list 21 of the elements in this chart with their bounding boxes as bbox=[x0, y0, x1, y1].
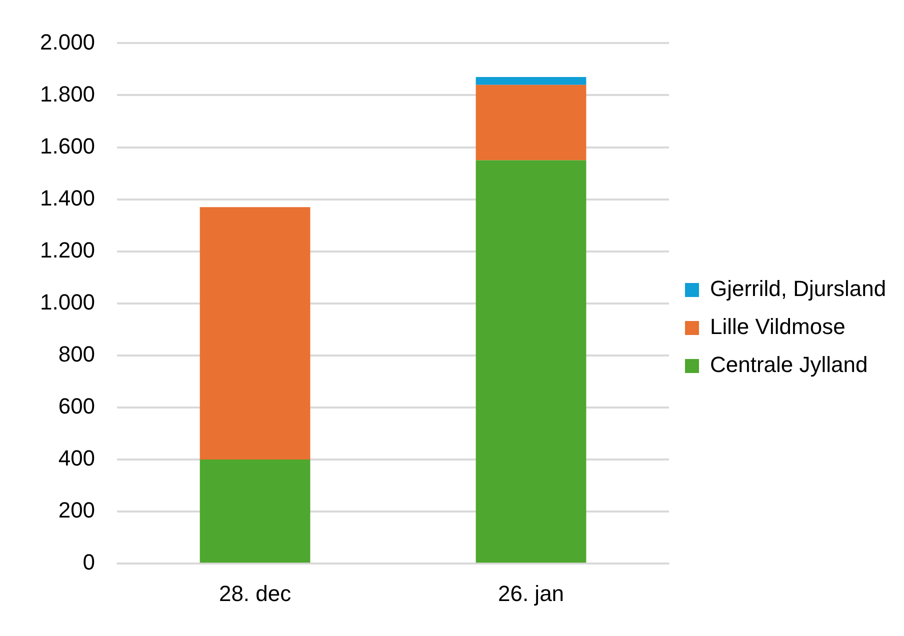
y-tick-label: 1.400 bbox=[40, 185, 96, 210]
y-tick-label: 2.000 bbox=[40, 29, 96, 54]
y-tick-label: 800 bbox=[58, 342, 96, 367]
y-tick-label: 1.800 bbox=[40, 81, 96, 106]
bar bbox=[200, 460, 310, 563]
y-tick-label: 400 bbox=[58, 446, 96, 471]
bar bbox=[476, 160, 586, 563]
bar bbox=[200, 207, 310, 460]
legend-label: Centrale Jylland bbox=[710, 352, 868, 378]
x-tick-label: 28. dec bbox=[218, 580, 292, 606]
y-tick-label: 0 bbox=[82, 550, 96, 575]
bar bbox=[476, 84, 586, 160]
bar bbox=[476, 77, 586, 85]
y-tick-label: 1.200 bbox=[40, 237, 96, 262]
y-tick-label: 1.000 bbox=[40, 289, 96, 314]
y-tick-label: 200 bbox=[58, 498, 96, 523]
legend-label: Lille Vildmose bbox=[710, 314, 846, 340]
y-tick-label: 600 bbox=[58, 394, 96, 419]
legend-label: Gjerrild, Djursland bbox=[710, 276, 886, 302]
x-tick-label: 26. jan bbox=[498, 580, 564, 606]
y-tick-label: 1.600 bbox=[40, 133, 96, 158]
